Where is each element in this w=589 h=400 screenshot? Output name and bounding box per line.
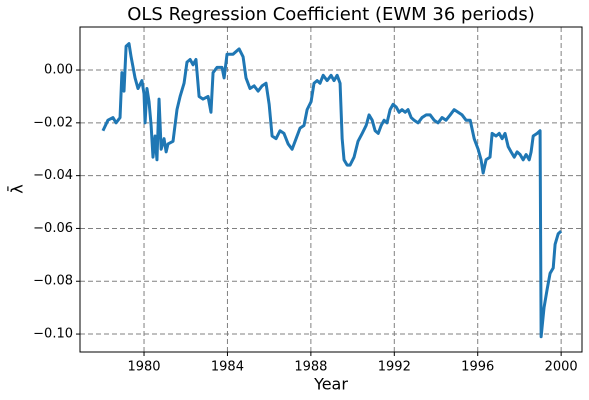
x-tick-label: 1996 (461, 360, 494, 375)
x-axis-label: Year (313, 375, 348, 394)
chart-title: OLS Regression Coefficient (EWM 36 perio… (127, 4, 535, 25)
y-tick-label: −0.02 (33, 115, 73, 130)
plot-frame (79, 26, 583, 353)
y-tick-label: −0.06 (33, 221, 73, 236)
x-tick-label: 1988 (294, 360, 327, 375)
x-tick-label: 1980 (127, 360, 160, 375)
y-tick-label: 0.00 (44, 63, 73, 78)
y-axis-label: λ̄ (8, 184, 27, 193)
y-tick-label: −0.08 (33, 274, 73, 289)
x-tick-label: 1984 (211, 360, 244, 375)
y-tick-label: −0.04 (33, 168, 73, 183)
y-tick-label: −0.10 (33, 327, 73, 342)
x-tick-label: 1992 (378, 360, 411, 375)
data-line (101, 42, 563, 339)
x-tick-label: 2000 (545, 360, 578, 375)
